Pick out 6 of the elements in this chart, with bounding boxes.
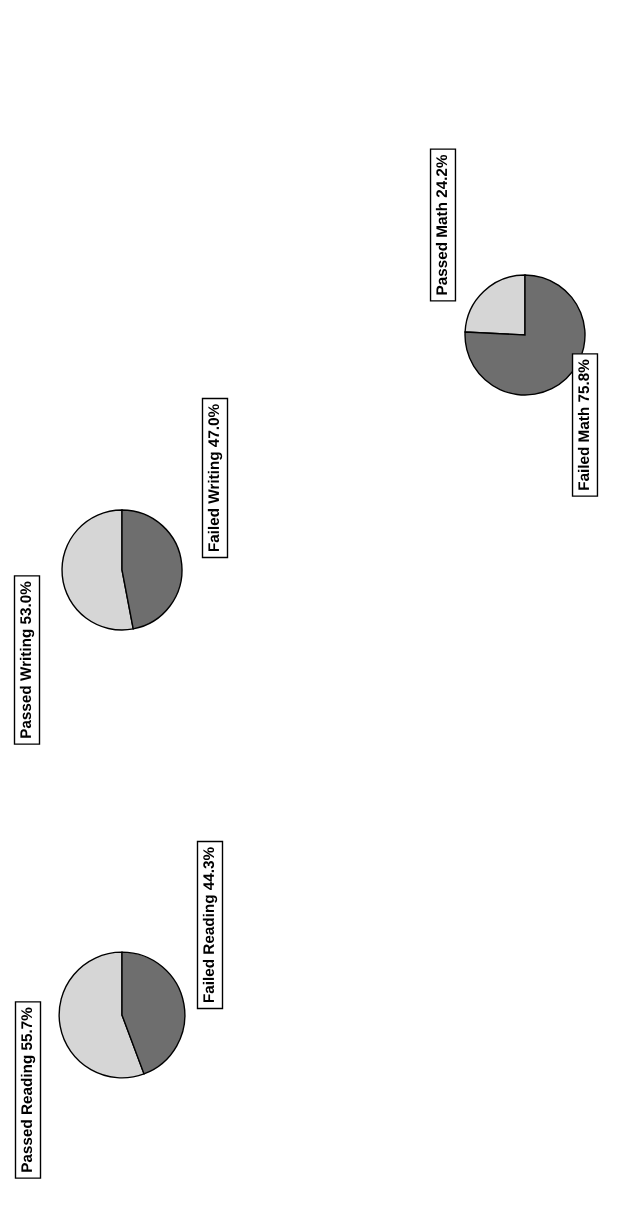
slice-label: Failed Writing 47.0% — [207, 404, 223, 552]
slice-label: Failed Reading 44.3% — [202, 847, 218, 1003]
slice-label: Passed Reading 55.7% — [20, 1007, 36, 1172]
slice-label: Passed Math 24.2% — [435, 154, 448, 295]
slice-label: Failed Math 75.8% — [577, 359, 590, 490]
slice-label: Passed Writing 53.0% — [19, 581, 35, 738]
